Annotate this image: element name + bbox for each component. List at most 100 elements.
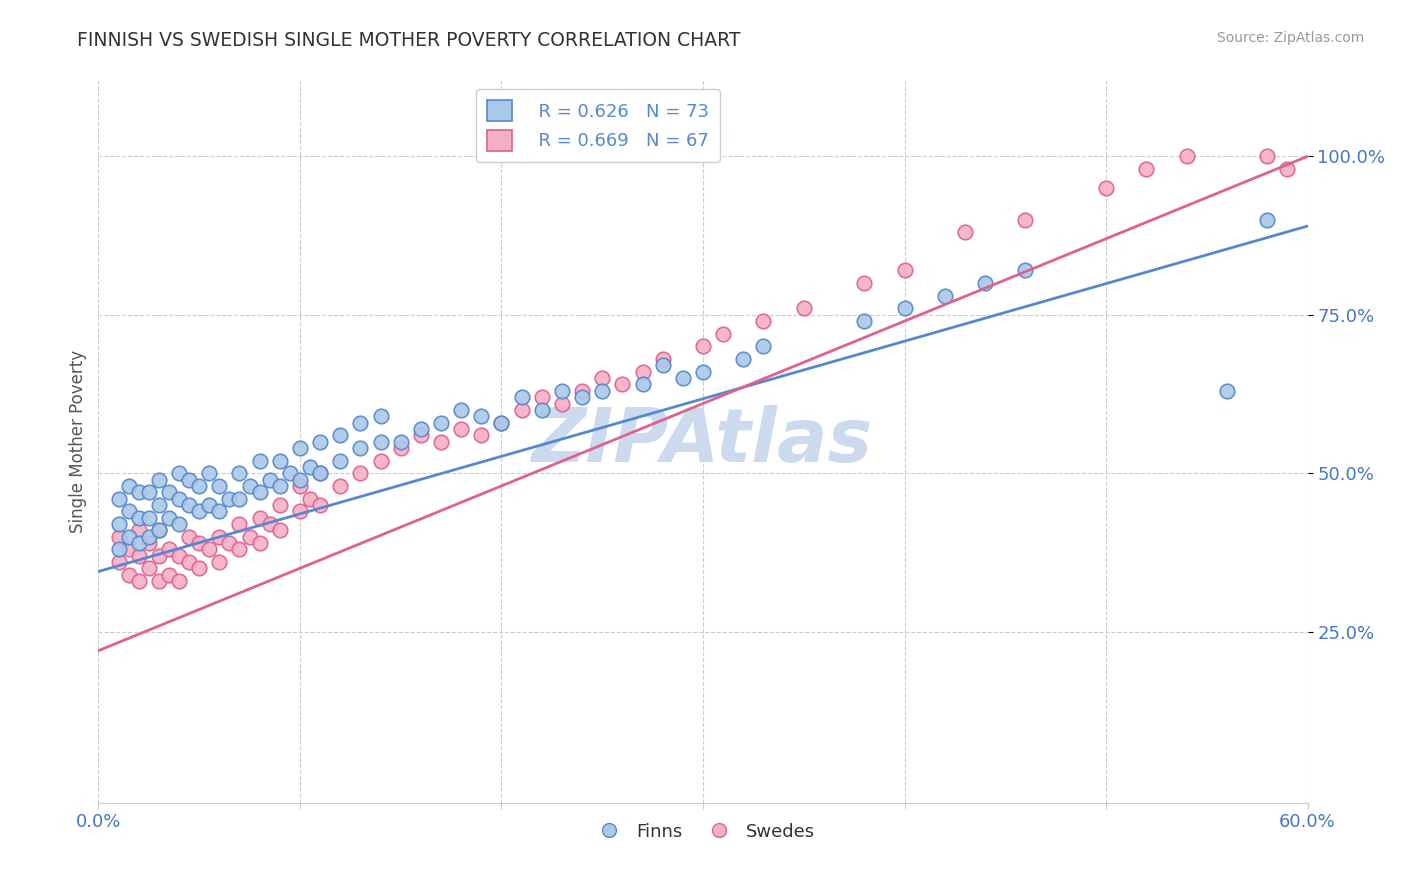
- Point: [188, 561, 211, 575]
- Text: ZIPAtlas: ZIPAtlas: [533, 405, 873, 478]
- Point: [179, 530, 201, 544]
- Text: Source: ZipAtlas.com: Source: ZipAtlas.com: [1216, 31, 1364, 45]
- Point: [148, 574, 170, 588]
- Point: [249, 485, 271, 500]
- Point: [138, 536, 160, 550]
- Point: [349, 416, 371, 430]
- Point: [118, 504, 141, 518]
- Point: [409, 428, 432, 442]
- Point: [631, 377, 654, 392]
- Point: [138, 530, 160, 544]
- Point: [631, 365, 654, 379]
- Point: [128, 523, 150, 537]
- Point: [370, 453, 392, 467]
- Point: [128, 549, 150, 563]
- Point: [157, 567, 180, 582]
- Point: [118, 542, 141, 557]
- Point: [349, 441, 371, 455]
- Point: [208, 479, 231, 493]
- Point: [430, 416, 453, 430]
- Point: [409, 422, 432, 436]
- Point: [228, 542, 250, 557]
- Point: [571, 384, 593, 398]
- Point: [288, 441, 311, 455]
- Point: [167, 467, 190, 481]
- Point: [1256, 149, 1278, 163]
- Point: [259, 473, 281, 487]
- Point: [228, 516, 250, 531]
- Point: [470, 409, 492, 424]
- Point: [107, 491, 129, 506]
- Point: [198, 467, 221, 481]
- Text: FINNISH VS SWEDISH SINGLE MOTHER POVERTY CORRELATION CHART: FINNISH VS SWEDISH SINGLE MOTHER POVERTY…: [77, 31, 741, 50]
- Point: [329, 453, 352, 467]
- Point: [510, 390, 533, 404]
- Point: [128, 485, 150, 500]
- Point: [269, 523, 291, 537]
- Point: [208, 555, 231, 569]
- Point: [733, 352, 755, 367]
- Point: [1095, 181, 1118, 195]
- Point: [167, 491, 190, 506]
- Point: [269, 453, 291, 467]
- Point: [179, 555, 201, 569]
- Point: [612, 377, 634, 392]
- Point: [259, 516, 281, 531]
- Point: [793, 301, 815, 316]
- Point: [157, 485, 180, 500]
- Point: [1014, 212, 1036, 227]
- Point: [218, 536, 240, 550]
- Point: [591, 384, 613, 398]
- Point: [148, 473, 170, 487]
- Point: [128, 536, 150, 550]
- Point: [157, 542, 180, 557]
- Point: [148, 549, 170, 563]
- Point: [309, 467, 332, 481]
- Point: [571, 390, 593, 404]
- Point: [278, 467, 301, 481]
- Point: [551, 396, 574, 410]
- Point: [329, 479, 352, 493]
- Point: [249, 510, 271, 524]
- Point: [239, 479, 262, 493]
- Point: [651, 352, 673, 367]
- Point: [148, 523, 170, 537]
- Point: [249, 453, 271, 467]
- Point: [1014, 263, 1036, 277]
- Point: [530, 390, 553, 404]
- Point: [752, 314, 775, 328]
- Point: [370, 409, 392, 424]
- Point: [157, 510, 180, 524]
- Point: [893, 263, 915, 277]
- Point: [288, 479, 311, 493]
- Point: [198, 542, 221, 557]
- Point: [239, 530, 262, 544]
- Point: [430, 434, 453, 449]
- Point: [1256, 212, 1278, 227]
- Point: [651, 359, 673, 373]
- Point: [228, 467, 250, 481]
- Point: [491, 416, 513, 430]
- Point: [218, 491, 240, 506]
- Point: [470, 428, 492, 442]
- Point: [208, 504, 231, 518]
- Point: [692, 339, 714, 353]
- Point: [148, 523, 170, 537]
- Point: [198, 498, 221, 512]
- Point: [138, 485, 160, 500]
- Point: [138, 510, 160, 524]
- Point: [188, 479, 211, 493]
- Point: [591, 371, 613, 385]
- Point: [288, 504, 311, 518]
- Point: [349, 467, 371, 481]
- Point: [208, 530, 231, 544]
- Point: [167, 574, 190, 588]
- Point: [1216, 384, 1239, 398]
- Point: [974, 276, 997, 290]
- Point: [299, 459, 322, 474]
- Point: [510, 402, 533, 417]
- Point: [179, 473, 201, 487]
- Point: [128, 510, 150, 524]
- Point: [752, 339, 775, 353]
- Point: [329, 428, 352, 442]
